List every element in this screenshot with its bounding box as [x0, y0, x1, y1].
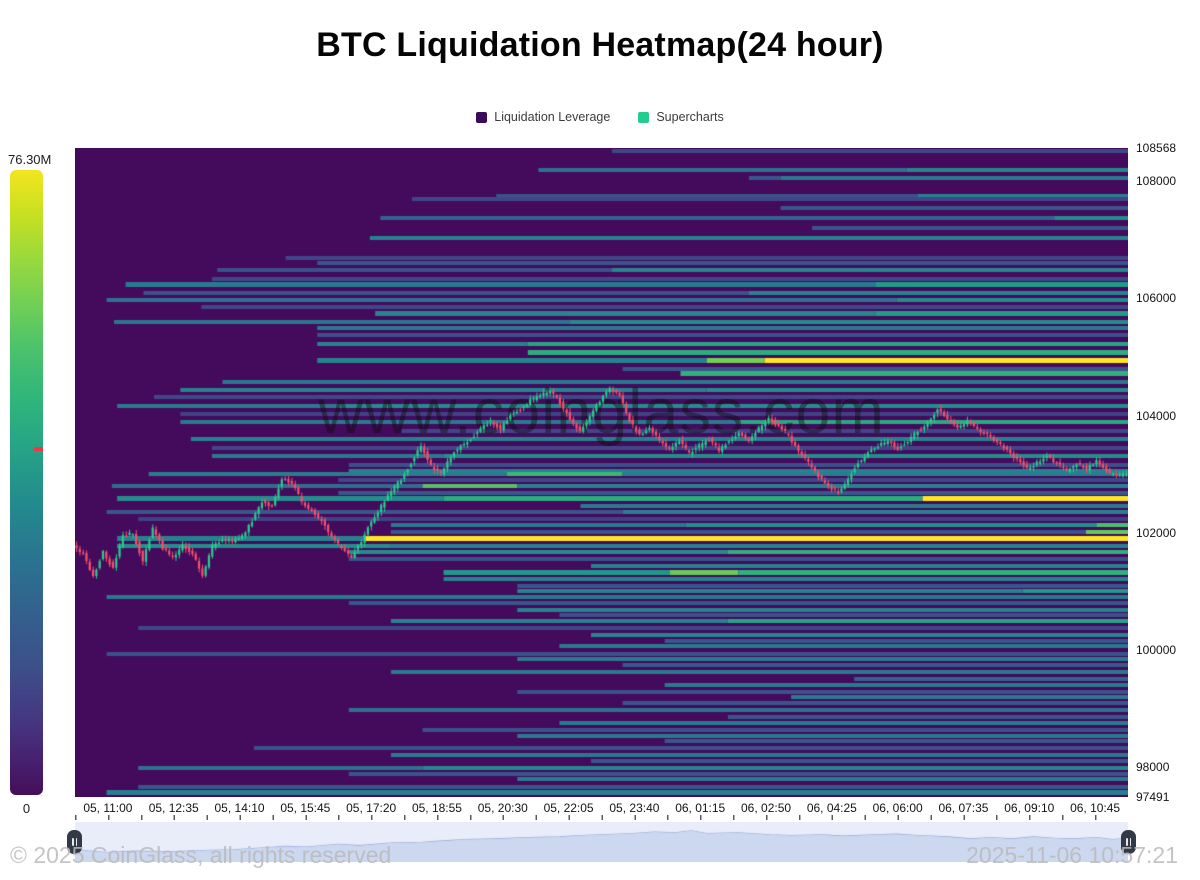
x-axis-time-label: 05, 12:35	[148, 801, 199, 815]
legend-item-label: Supercharts	[656, 110, 724, 124]
x-axis-time-label: 05, 17:20	[346, 801, 397, 815]
legend-item-supercharts[interactable]: Supercharts	[638, 110, 724, 124]
range-navigator[interactable]	[67, 822, 1136, 862]
navigator-area-chart[interactable]	[75, 822, 1128, 862]
y-axis-price-label: 98000	[1136, 760, 1170, 775]
pause-icon	[75, 838, 78, 846]
y-axis-price-label: 102000	[1136, 525, 1177, 540]
heatmap-plot-area[interactable]: www.coinglass.com	[75, 148, 1128, 797]
liquidation-leverage-swatch-icon	[476, 111, 488, 123]
pause-icon	[71, 838, 74, 846]
x-axis-time-label: 06, 06:00	[872, 801, 923, 815]
price-candlestick-canvas[interactable]	[75, 148, 1128, 797]
colorbar-gradient	[10, 170, 43, 795]
supercharts-swatch-icon	[638, 111, 650, 123]
navigator-right-handle[interactable]	[1121, 830, 1136, 854]
colorbar-min-label: 0	[22, 801, 31, 816]
x-axis-time-label: 06, 04:25	[806, 801, 857, 815]
page-title: BTC Liquidation Heatmap(24 hour)	[316, 26, 884, 64]
y-axis-price-label: 108568	[1136, 141, 1177, 155]
legend-item-label: Liquidation Leverage	[494, 110, 611, 124]
x-axis-time-label: 05, 23:40	[609, 801, 660, 815]
x-axis-time-label: 06, 01:15	[675, 801, 726, 815]
y-axis-price-label: 100000	[1136, 642, 1177, 657]
navigator-left-handle[interactable]	[67, 830, 82, 854]
x-axis-minor-ticks	[75, 815, 1128, 820]
x-axis-time-label: 05, 22:05	[543, 801, 594, 815]
colorbar-max-label: 76.30M	[8, 152, 52, 167]
x-axis-time-label: 05, 11:00	[83, 801, 133, 815]
pause-icon	[1125, 838, 1128, 846]
y-axis-price-label: 108000	[1136, 174, 1177, 189]
x-axis-time-label: 06, 02:50	[741, 801, 792, 815]
pause-icon	[1129, 838, 1132, 846]
legend-item-liquidation-leverage[interactable]: Liquidation Leverage	[476, 110, 610, 124]
colorbar-price-marker	[34, 447, 43, 451]
y-axis-price-label: 104000	[1136, 408, 1177, 423]
y-axis-price-label: 97491	[1136, 790, 1170, 804]
x-axis-time-labels: 05, 11:00 05, 12:35 05, 14:10 05, 15:45 05, …	[75, 801, 1128, 817]
x-axis-time-label: 05, 14:10	[214, 801, 265, 815]
chart-legend: Liquidation Leverage Supercharts	[0, 110, 1200, 124]
x-axis-time-label: 05, 18:55	[411, 801, 462, 815]
x-axis-time-label: 05, 15:45	[280, 801, 331, 815]
x-axis-time-label: 06, 07:35	[938, 801, 989, 815]
x-axis-time-label: 06, 09:10	[1004, 801, 1055, 815]
y-axis-price-label: 106000	[1136, 291, 1177, 306]
x-axis-time-label: 06, 10:45	[1070, 801, 1121, 815]
x-axis-time-label: 05, 20:30	[477, 801, 528, 815]
